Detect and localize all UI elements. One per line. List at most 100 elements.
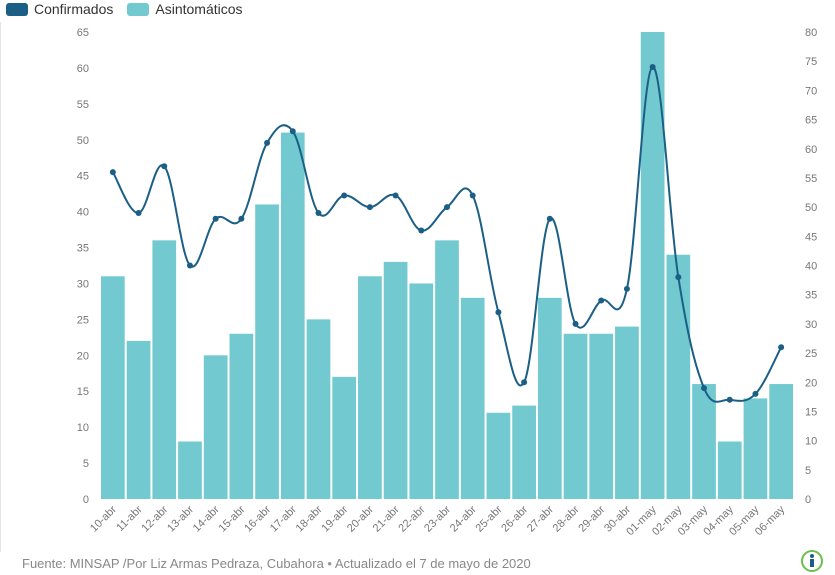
x-tick-label-28-abr: 28-abr [551,503,582,534]
point-confirmados-12-abr[interactable] [161,163,168,170]
point-confirmados-17-abr[interactable] [289,128,296,135]
bar-asintomaticos-12-abr[interactable] [152,240,177,499]
point-confirmados-14-abr[interactable] [212,215,219,222]
point-confirmados-24-abr[interactable] [469,192,476,199]
left-tick-label: 25 [77,314,89,326]
right-tick-label: 20 [805,377,817,389]
bar-asintomaticos-01-may[interactable] [640,32,665,499]
bar-asintomaticos-20-abr[interactable] [358,276,382,499]
x-tick-label-13-abr: 13-abr [165,503,196,534]
bar-asintomaticos-02-may[interactable] [666,254,691,499]
point-confirmados-05-may[interactable] [752,390,759,397]
left-tick-label: 60 [77,63,89,75]
bar-asintomaticos-03-may[interactable] [692,384,716,499]
bar-asintomaticos-23-abr[interactable] [435,240,459,499]
x-tick-label-19-abr: 19-abr [319,503,350,534]
legend-item-asintomaticos[interactable]: Asintomáticos [127,1,243,17]
x-tick-label-27-abr: 27-abr [525,503,556,534]
footer-separator: • [327,556,332,571]
series-line-confirmados [111,66,783,403]
right-tick-label: 5 [805,465,811,477]
cubahora-logo-icon[interactable] [801,550,823,572]
right-axis-tick-labels: 0 5 10 15 20 25 30 35 40 45 50 55 60 65 70 75 80 [805,27,817,506]
bar-asintomaticos-26-abr[interactable] [512,405,536,499]
point-confirmados-19-abr[interactable] [341,192,348,199]
point-confirmados-01-may[interactable] [649,64,656,71]
point-confirmados-22-abr[interactable] [418,227,425,234]
x-tick-label-11-abr: 11-abr [114,503,145,534]
point-confirmados-28-abr[interactable] [572,320,579,327]
bar-asintomaticos-22-abr[interactable] [409,283,434,499]
bar-asintomaticos-13-abr[interactable] [178,441,202,499]
bar-asintomaticos-28-abr[interactable] [563,333,588,499]
bar-asintomaticos-17-abr[interactable] [280,132,305,500]
chart-footer: Fuente: MINSAP /Por Liz Armas Pedraza, C… [22,556,531,571]
left-tick-label: 10 [77,422,89,434]
right-tick-label: 55 [805,173,817,185]
bar-asintomaticos-21-abr[interactable] [383,261,408,499]
point-confirmados-02-may[interactable] [675,274,682,281]
point-confirmados-13-abr[interactable] [186,262,193,269]
bar-asintomaticos-10-abr[interactable] [101,276,125,499]
footer-source: Fuente: MINSAP /Por Liz Armas Pedraza, C… [22,556,324,571]
bar-asintomaticos-19-abr[interactable] [332,376,357,499]
x-tick-labels: 10-abr11-abr12-abr13-abr14-abr15-abr16-a… [88,503,788,538]
bar-asintomaticos-06-may[interactable] [769,384,793,499]
bar-asintomaticos-25-abr[interactable] [486,412,511,499]
point-confirmados-18-abr[interactable] [315,209,322,216]
bar-asintomaticos-04-may[interactable] [717,441,742,499]
left-border-rule [0,22,1,552]
x-tick-label-17-abr: 17-abr [268,503,299,534]
point-confirmados-04-may[interactable] [726,396,733,403]
bar-asintomaticos-05-may[interactable] [743,398,768,499]
x-tick-label-12-abr: 12-abr [139,503,170,534]
left-tick-label: 65 [77,27,89,39]
right-tick-label: 65 [805,115,817,127]
bar-asintomaticos-30-abr[interactable] [615,326,639,499]
right-tick-label: 0 [805,494,811,506]
footer-updated: Actualizado el 7 de mayo de 2020 [334,556,531,571]
left-tick-label: 0 [83,494,89,506]
point-confirmados-21-abr[interactable] [392,192,399,199]
left-tick-label: 50 [77,135,89,147]
bar-asintomaticos-24-abr[interactable] [460,297,485,499]
point-confirmados-26-abr[interactable] [521,379,528,386]
bar-asintomaticos-27-abr[interactable] [537,297,562,499]
x-tick-label-06-may: 06-may [753,503,788,538]
point-confirmados-27-abr[interactable] [546,215,553,222]
legend-label-confirmados: Confirmados [34,1,114,17]
point-confirmados-16-abr[interactable] [264,139,271,146]
point-confirmados-29-abr[interactable] [598,297,605,304]
right-tick-label: 10 [805,436,817,448]
point-confirmados-23-abr[interactable] [444,204,450,211]
bar-asintomaticos-15-abr[interactable] [229,333,254,499]
bar-asintomaticos-16-abr[interactable] [255,204,279,499]
point-confirmados-03-may[interactable] [701,385,708,392]
point-confirmados-06-may[interactable] [778,344,785,351]
right-tick-label: 75 [805,56,817,68]
bar-asintomaticos-14-abr[interactable] [203,355,228,499]
point-confirmados-10-abr[interactable] [109,169,116,176]
point-confirmados-15-abr[interactable] [238,215,245,222]
point-confirmados-25-abr[interactable] [495,309,502,316]
left-tick-label: 40 [77,207,89,219]
chart-legend: Confirmados Asintomáticos [6,1,243,17]
point-confirmados-11-abr[interactable] [135,209,142,216]
point-confirmados-20-abr[interactable] [366,204,373,211]
legend-item-confirmados[interactable]: Confirmados [6,1,113,17]
bar-asintomaticos-29-abr[interactable] [589,333,614,499]
x-tick-label-18-abr: 18-abr [294,503,325,534]
point-confirmados-30-abr[interactable] [623,285,630,292]
x-tick-label-20-abr: 20-abr [345,503,376,534]
left-tick-label: 30 [77,278,89,290]
x-tick-label-23-abr: 23-abr [422,503,453,534]
right-tick-label: 80 [805,27,817,39]
left-tick-label: 15 [77,386,89,398]
x-tick-label-15-abr: 15-abr [217,503,248,534]
right-tick-label: 30 [805,319,817,331]
legend-swatch-confirmados [6,2,28,16]
bar-asintomaticos-11-abr[interactable] [126,340,151,499]
right-tick-label: 45 [805,231,817,243]
x-tick-label-24-abr: 24-abr [448,503,479,534]
bar-asintomaticos-18-abr[interactable] [306,319,331,499]
